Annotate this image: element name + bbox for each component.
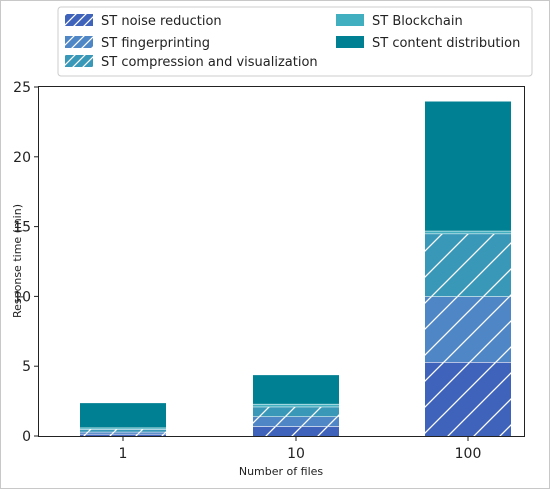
bar-st-noise-reduction-100-hatch — [425, 362, 511, 436]
bar-st-noise-reduction-10-hatch — [253, 426, 339, 436]
legend-swatch-hatch-st-noise-reduction — [65, 14, 93, 26]
y-axis-label: Response time (min) — [11, 204, 24, 318]
legend-swatch-st-content-distribution — [336, 36, 364, 48]
legend-swatch-st-blockchain — [336, 14, 364, 26]
legend-label-st-blockchain: ST Blockchain — [372, 14, 463, 29]
y-tick-label: 0 — [22, 429, 31, 445]
legend: ST noise reduction ST Blockchain ST finger… — [57, 6, 533, 77]
bar-st-fingerprinting-1-hatch — [80, 431, 166, 434]
y-tick-label: 5 — [22, 359, 31, 375]
bar-st-compression-and-visualization-10-hatch — [253, 406, 339, 417]
bar-st-compression-and-visualization-1-hatch — [80, 429, 166, 432]
bar-st-blockchain-100 — [425, 230, 511, 234]
bar-st-blockchain-1 — [80, 427, 166, 430]
legend-label-st-fingerprinting: ST fingerprinting — [101, 36, 210, 51]
y-tick-label: 20 — [13, 150, 31, 166]
legend-label-st-noise-reduction: ST noise reduction — [101, 14, 222, 29]
plot-area: 0 5 10 15 20 25 1 10 100 — [13, 80, 525, 462]
legend-label-st-compression-and-visualization: ST compression and visualization — [101, 55, 318, 70]
bar-st-content-distribution-10 — [253, 374, 339, 404]
bar-st-fingerprinting-10-hatch — [253, 416, 339, 427]
x-tick-label: 100 — [455, 446, 482, 462]
bar-st-noise-reduction-1-hatch — [80, 433, 166, 436]
legend-swatch-hatch-st-fingerprinting — [65, 36, 93, 48]
bar-st-blockchain-10 — [253, 403, 339, 407]
y-tick-label: 25 — [13, 80, 31, 96]
x-tick-label: 10 — [287, 446, 305, 462]
x-tick-label: 1 — [119, 446, 128, 462]
x-axis-label: Number of files — [239, 465, 324, 478]
y-tick-label: 15 — [13, 220, 31, 236]
legend-box — [57, 6, 533, 77]
legend-swatch-hatch-st-compression-and-visualization — [65, 55, 93, 67]
bar-st-fingerprinting-100-hatch — [425, 296, 511, 363]
bar-st-compression-and-visualization-100-hatch — [425, 233, 511, 297]
plot-border — [38, 86, 525, 437]
bar-st-content-distribution-100 — [425, 100, 511, 231]
legend-label-st-content-distribution: ST content distribution — [372, 36, 520, 51]
y-tick-label: 10 — [13, 289, 31, 305]
bar-st-content-distribution-1 — [80, 402, 166, 428]
